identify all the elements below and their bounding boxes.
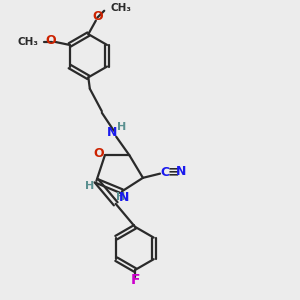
Text: F: F	[130, 274, 140, 287]
Text: O: O	[45, 34, 56, 47]
Text: H: H	[117, 122, 126, 132]
Text: ≡: ≡	[167, 165, 179, 179]
Text: N: N	[176, 165, 186, 178]
Text: H: H	[116, 192, 125, 202]
Text: O: O	[93, 147, 104, 160]
Text: CH₃: CH₃	[110, 3, 131, 13]
Text: C: C	[160, 166, 169, 179]
Text: CH₃: CH₃	[17, 37, 38, 47]
Text: H: H	[85, 181, 94, 191]
Text: O: O	[93, 10, 103, 23]
Text: N: N	[107, 126, 118, 139]
Text: N: N	[119, 191, 130, 204]
